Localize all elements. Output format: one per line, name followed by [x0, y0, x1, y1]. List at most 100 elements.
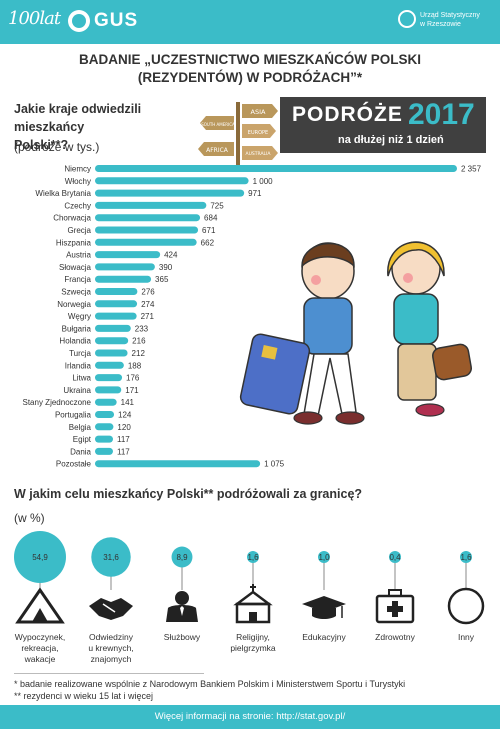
notes-divider — [14, 673, 204, 674]
sign-asia: ASIA — [251, 108, 266, 116]
bar-category-label: Irlandia — [65, 361, 92, 370]
bar — [95, 337, 129, 345]
bar — [95, 214, 201, 222]
purpose-value-label: 8,9 — [176, 553, 188, 562]
bar-category-label: Litwa — [72, 374, 91, 383]
logo-100-lat: 100lat — [8, 8, 61, 29]
bar-category-label: Grecja — [67, 226, 91, 235]
bar — [95, 177, 249, 185]
purpose-category-label: u krewnych, — [88, 643, 133, 653]
bar — [95, 435, 113, 443]
main-title-line1: BADANIE „UCZESTNICTWO MIESZKAŃCÓW POLSKI — [79, 52, 421, 67]
bar — [95, 189, 245, 197]
countries-bar-chart: Niemcy 2 357 Włochy 1 000 Wielka Brytania 971… — [23, 165, 482, 469]
bar — [95, 238, 197, 246]
bar-category-label: Chorwacja — [53, 214, 91, 223]
purpose-bubble — [91, 537, 131, 577]
bar-category-label: Egipt — [73, 435, 92, 444]
bar-category-label: Ukraina — [63, 386, 91, 395]
question1-line1: Jakie kraje odwiedzili mieszkańcy — [14, 102, 142, 134]
bar — [95, 324, 131, 332]
main-title-line2: (REZYDENTÓW) W PODRÓŻACH”* — [137, 70, 363, 85]
urzad-line2: w Rzeszowie — [420, 21, 461, 28]
header-bar: 100lat GUS Urząd Statystyczny w Rzeszowi… — [0, 0, 500, 44]
purpose-bubble — [460, 551, 472, 563]
sign-africa: AFRICA — [206, 147, 229, 154]
question1-line2: Polski**? — [14, 138, 69, 152]
question2-unit: (w %) — [14, 511, 45, 525]
urzad-line1: Urząd Statystyczny — [420, 12, 480, 19]
question2-title: W jakim celu mieszkańcy Polski** podróżo… — [14, 487, 363, 501]
purpose-value-label: 54,9 — [32, 553, 48, 562]
main-title: BADANIE „UCZESTNICTWO MIESZKAŃCÓW POLSKI… — [60, 51, 440, 87]
bar-value-label: 1 075 — [264, 460, 285, 469]
bar-value-label: 124 — [118, 411, 132, 420]
question1-title: Jakie kraje odwiedzili mieszkańcy Polski… — [14, 100, 204, 154]
bar — [95, 374, 123, 382]
purpose-bubble — [247, 551, 259, 563]
handshake-icon — [89, 598, 133, 620]
urzad-name: Urząd Statystyczny w Rzeszowie — [420, 11, 480, 29]
purpose-category-label: Służbowy — [164, 632, 201, 642]
purpose-category-label: Zdrowotny — [375, 632, 415, 642]
bar — [95, 201, 207, 209]
bar-value-label: 424 — [164, 251, 178, 260]
bar-category-label: Niemcy — [64, 165, 91, 174]
bar — [95, 300, 138, 308]
bar-value-label: 274 — [141, 300, 155, 309]
bar-category-label: Portugalia — [55, 411, 92, 420]
bar-category-label: Stany Zjednoczone — [23, 398, 92, 407]
tent-icon — [15, 587, 65, 624]
banner-subtitle: na dłużej niż 1 dzień — [338, 134, 444, 146]
logo-gus: GUS — [94, 10, 139, 31]
purpose-bubble — [14, 531, 66, 583]
bar — [95, 251, 161, 259]
purpose-category-label: Inny — [458, 632, 475, 642]
year-banner: PODRÓŻE 2017 na dłużej niż 1 dzień — [280, 97, 486, 153]
bar — [95, 447, 113, 455]
sign-australia: AUSTRALIA — [246, 151, 272, 157]
bar-value-label: 390 — [159, 263, 173, 272]
bar-value-label: 117 — [117, 447, 130, 456]
purpose-bubble — [171, 546, 193, 568]
bar-value-label: 671 — [202, 226, 216, 235]
first-aid-kit-icon — [375, 589, 415, 624]
bar-value-label: 212 — [132, 349, 146, 358]
banner-word: PODRÓŻE — [292, 103, 403, 126]
footnote-1: * badanie realizowane wspólnie z Narodow… — [14, 679, 406, 689]
purpose-value-label: 1,6 — [460, 553, 472, 562]
bar-value-label: 233 — [135, 324, 149, 333]
purpose-category-label: Wypoczynek, — [15, 632, 65, 642]
purpose-category-label: Edukacyjny — [302, 632, 346, 642]
purpose-category-label: rekreacja, — [21, 643, 58, 653]
graduation-cap-icon — [302, 596, 346, 619]
sign-south-america: SOUTH AMERICA — [201, 122, 235, 127]
bar-category-label: Belgia — [69, 423, 92, 432]
question1-unit: (podróże w tys.) — [14, 140, 100, 154]
bar-value-label: 117 — [117, 435, 130, 444]
bar-category-label: Węgry — [68, 312, 91, 321]
gus-logo-icon — [68, 10, 90, 32]
bar — [95, 460, 261, 468]
purpose-category-label: znajomych — [91, 654, 132, 664]
bar-value-label: 271 — [141, 312, 155, 321]
footnote-2: ** rezydenci w wieku 15 lat i więcej — [14, 691, 154, 701]
footnotes: * badanie realizowane wspólnie z Narodow… — [14, 678, 494, 702]
circle-icon — [447, 587, 485, 625]
bar — [95, 312, 137, 320]
bar-value-label: 684 — [204, 214, 218, 223]
bar-category-label: Norwegia — [57, 300, 91, 309]
bar-value-label: 662 — [201, 238, 215, 247]
bar — [95, 226, 199, 234]
banner-year: 2017 — [408, 98, 475, 131]
businessman-icon — [166, 591, 198, 622]
bar-category-label: Wielka Brytania — [35, 189, 91, 198]
bar-category-label: Holandia — [59, 337, 91, 346]
bar — [95, 423, 114, 431]
bar-category-label: Austria — [66, 251, 91, 260]
urzad-emblem-icon — [398, 10, 416, 28]
bar-value-label: 276 — [141, 288, 155, 297]
purpose-bubble — [318, 551, 330, 563]
bar-category-label: Słowacja — [59, 263, 92, 272]
bar-value-label: 971 — [248, 189, 262, 198]
